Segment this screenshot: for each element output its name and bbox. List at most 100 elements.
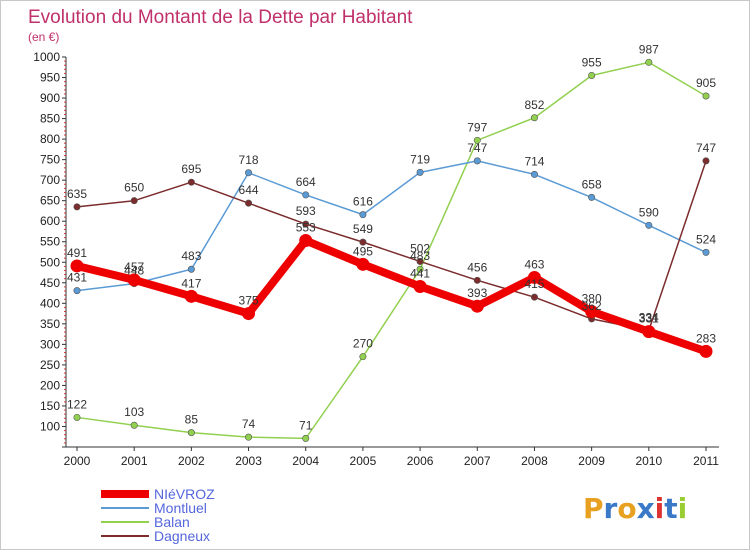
data-point-niévroz (470, 299, 484, 313)
y-axis-unit: (en €) (28, 30, 59, 44)
data-label: 524 (696, 232, 716, 246)
data-point-montluel (416, 168, 424, 176)
data-point-montluel (530, 170, 538, 178)
y-tick-label: 850 (40, 112, 60, 126)
data-point-niévroz (70, 259, 84, 273)
data-label: 797 (467, 120, 487, 134)
data-label: 502 (410, 241, 430, 255)
data-label: 905 (696, 76, 716, 90)
logo-letter: o (617, 492, 636, 525)
data-point-niévroz (642, 325, 656, 339)
data-point-dagneux (73, 203, 81, 211)
series-lines (70, 58, 713, 442)
x-tick-label: 2010 (635, 454, 662, 468)
series-line-montluel (76, 160, 707, 292)
x-tick-label: 2007 (464, 454, 491, 468)
data-label: 644 (239, 183, 259, 197)
x-tick-label: 2009 (578, 454, 605, 468)
x-tick-label: 2003 (235, 454, 262, 468)
logo-text: Proxiti (583, 492, 687, 525)
data-point-montluel (473, 157, 481, 165)
data-point-balan (530, 114, 538, 122)
data-label: 987 (639, 42, 659, 56)
data-label: 463 (524, 257, 544, 271)
legend-label-montluel: Montluel (154, 500, 207, 516)
data-label: 635 (67, 187, 87, 201)
legend-label-niévroz: NIéVROZ (154, 486, 215, 502)
data-label: 747 (467, 141, 487, 155)
y-tick-label: 700 (40, 173, 60, 187)
legend-label-dagneux: Dagneux (154, 528, 210, 544)
logo-letter: i (678, 492, 688, 525)
data-point-montluel (359, 211, 367, 219)
data-point-balan (645, 58, 653, 66)
data-label: 431 (67, 271, 87, 285)
data-point-balan (416, 265, 424, 273)
data-label: 719 (410, 152, 430, 166)
data-point-montluel (702, 248, 710, 256)
x-tick-label: 2002 (178, 454, 205, 468)
logo-letter: r (604, 492, 618, 525)
data-label: 483 (181, 249, 201, 263)
data-point-niévroz (585, 305, 599, 319)
data-point-montluel (588, 193, 596, 201)
data-label: 658 (582, 177, 602, 191)
data-label: 74 (242, 417, 256, 431)
data-point-balan (187, 429, 195, 437)
data-point-niévroz (184, 289, 198, 303)
data-label: 852 (524, 98, 544, 112)
data-label: 593 (296, 204, 316, 218)
data-point-dagneux (530, 293, 538, 301)
data-point-dagneux (473, 276, 481, 284)
data-point-balan (302, 434, 310, 442)
y-tick-label: 200 (40, 378, 60, 392)
data-point-balan (73, 413, 81, 421)
data-label: 664 (296, 175, 316, 189)
x-tick-label: 2004 (292, 454, 319, 468)
data-label: 650 (124, 181, 144, 195)
y-tick-label: 550 (40, 235, 60, 249)
logo-letter: i (655, 492, 665, 525)
y-tick-label: 800 (40, 132, 60, 146)
data-label: 122 (67, 397, 87, 411)
logo-letter: t (664, 492, 677, 525)
data-label: 590 (639, 205, 659, 219)
y-tick-label: 950 (40, 71, 60, 85)
data-label: 549 (353, 222, 373, 236)
data-label: 441 (410, 266, 430, 280)
y-tick-label: 1000 (33, 50, 60, 64)
series-line-niévroz (76, 236, 708, 356)
data-point-dagneux (302, 220, 310, 228)
data-label: 483 (410, 249, 430, 263)
data-label: 362 (582, 299, 602, 313)
series-line-dagneux (76, 160, 707, 332)
data-label: 457 (124, 260, 144, 274)
data-label: 380 (582, 292, 602, 306)
data-point-niévroz (699, 344, 713, 358)
series-line-balan (76, 61, 707, 440)
x-tick-label: 2000 (64, 454, 91, 468)
y-tick-label: 300 (40, 337, 60, 351)
y-tick-label: 600 (40, 214, 60, 228)
data-label: 270 (353, 337, 373, 351)
x-tick-label: 2001 (121, 454, 148, 468)
data-point-niévroz (299, 234, 313, 248)
data-point-balan (359, 353, 367, 361)
y-tick-label: 150 (40, 399, 60, 413)
data-label: 85 (185, 413, 199, 427)
data-point-dagneux (130, 197, 138, 205)
data-point-niévroz (527, 270, 541, 284)
y-tick-label: 650 (40, 194, 60, 208)
data-point-niévroz (413, 279, 427, 293)
x-tick-label: 2005 (350, 454, 377, 468)
data-point-dagneux (359, 238, 367, 246)
data-point-balan (702, 92, 710, 100)
x-tick-label: 2008 (521, 454, 548, 468)
proxiti-logo: Proxiti (583, 492, 687, 525)
data-point-montluel (245, 169, 253, 177)
data-point-balan (473, 136, 481, 144)
data-point-montluel (645, 221, 653, 229)
